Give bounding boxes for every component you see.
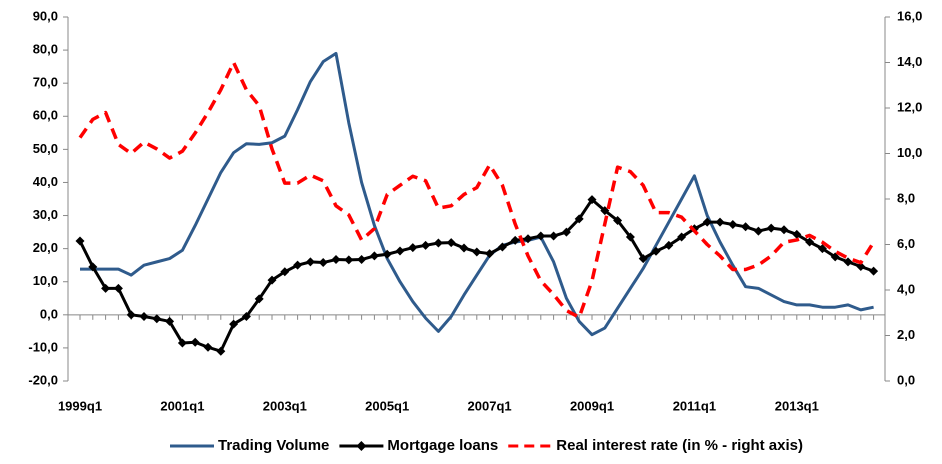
y-tick-label: 60,0: [33, 108, 58, 123]
data-point: [229, 319, 239, 329]
data-point: [177, 338, 187, 348]
data-point: [536, 231, 546, 241]
y2-tick-label: 16,0: [897, 8, 922, 23]
data-point: [331, 255, 341, 265]
data-point: [101, 283, 111, 293]
y-tick-label: 80,0: [33, 42, 58, 57]
legend-marker: [356, 441, 367, 451]
x-tick-label: 2011q1: [673, 398, 716, 413]
data-point: [75, 236, 85, 246]
y-tick-label: 50,0: [33, 141, 58, 156]
y-tick-label: 40,0: [33, 174, 58, 189]
data-point: [139, 311, 149, 321]
y-tick-label: 0,0: [40, 306, 58, 321]
data-point: [446, 238, 456, 248]
x-tick-label: 1999q1: [58, 398, 102, 413]
data-point: [792, 229, 802, 239]
y-tick-label: 70,0: [33, 75, 58, 90]
data-point: [280, 267, 290, 277]
data-point: [395, 246, 405, 256]
data-point: [664, 240, 674, 250]
data-point: [459, 243, 469, 253]
y2-tick-label: 10,0: [897, 145, 922, 160]
legend-label: Trading Volume: [218, 437, 329, 454]
data-point: [190, 337, 200, 347]
data-point: [113, 283, 123, 293]
data-point: [805, 237, 815, 247]
data-point: [843, 257, 853, 267]
x-tick-label: 2007q1: [468, 398, 512, 413]
data-point: [830, 252, 840, 262]
y2-tick-label: 14,0: [897, 54, 922, 69]
data-point: [702, 217, 712, 227]
data-point: [677, 232, 687, 242]
data-point: [651, 246, 661, 256]
data-point: [382, 249, 392, 259]
data-point: [203, 342, 213, 352]
data-point: [869, 266, 879, 276]
y2-tick-label: 6,0: [897, 236, 915, 251]
data-point: [408, 243, 418, 253]
series-line: [80, 51, 874, 337]
data-point: [88, 262, 98, 272]
data-point: [433, 238, 443, 248]
x-tick-label: 2001q1: [160, 398, 204, 413]
data-point: [293, 260, 303, 270]
data-point: [728, 219, 738, 229]
legend-label: Mortgage loans: [387, 437, 498, 454]
data-point: [165, 316, 175, 326]
data-point: [216, 346, 226, 356]
data-point: [817, 244, 827, 254]
y-tick-label: 20,0: [33, 240, 58, 255]
y-tick-label: -20,0: [28, 372, 58, 387]
x-tick-label: 2009q1: [570, 398, 614, 413]
series-line: [78, 60, 876, 320]
data-point: [779, 225, 789, 235]
x-tick-label: 2005q1: [365, 398, 409, 413]
data-point: [523, 234, 533, 244]
data-point: [753, 226, 763, 236]
y-tick-label: 90,0: [33, 8, 58, 23]
data-point: [357, 255, 367, 265]
data-point: [613, 216, 623, 226]
data-point: [472, 247, 482, 257]
y-tick-label: -10,0: [28, 339, 58, 354]
data-point: [741, 222, 751, 232]
y-tick-label: 10,0: [33, 273, 58, 288]
data-point: [856, 262, 866, 272]
legend: Trading Volume Mortgage loans Real interes…: [170, 437, 803, 454]
data-point: [638, 254, 648, 264]
data-point: [625, 232, 635, 242]
legend-label: Real interest rate (in % - right axis): [556, 437, 803, 454]
data-point: [305, 257, 315, 267]
y2-tick-label: 4,0: [897, 281, 915, 296]
data-point: [152, 314, 162, 324]
data-point: [241, 311, 251, 321]
data-point: [485, 249, 495, 259]
data-point: [126, 310, 136, 320]
data-point: [561, 227, 571, 237]
y2-tick-label: 12,0: [897, 99, 922, 114]
data-point: [766, 223, 776, 233]
data-point: [574, 214, 584, 224]
data-point: [344, 255, 354, 265]
data-point: [510, 235, 520, 245]
y2-tick-label: 2,0: [897, 327, 915, 342]
data-point: [715, 217, 725, 227]
y2-tick-label: 8,0: [897, 190, 915, 205]
data-point: [318, 258, 328, 268]
x-tick-label: 2013q1: [775, 398, 819, 413]
data-point: [267, 275, 277, 285]
y2-tick-label: 0,0: [897, 372, 915, 387]
data-point: [369, 251, 379, 261]
data-point: [587, 195, 597, 205]
x-tick-label: 2003q1: [263, 398, 307, 413]
data-point: [254, 294, 264, 304]
data-point: [421, 240, 431, 250]
data-point: [549, 231, 559, 241]
y-tick-label: 30,0: [33, 207, 58, 222]
data-point: [497, 242, 507, 252]
